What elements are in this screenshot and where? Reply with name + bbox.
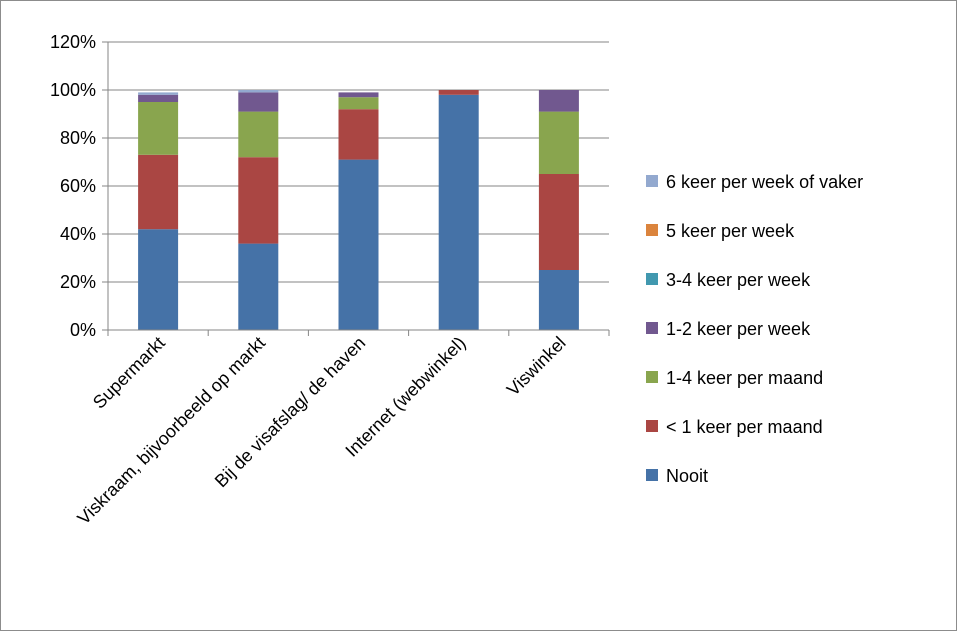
bar-segment bbox=[438, 94, 479, 330]
bar-segment bbox=[238, 111, 279, 158]
bars bbox=[138, 90, 579, 330]
legend-swatch bbox=[646, 420, 658, 432]
bar-segment bbox=[538, 90, 579, 112]
category-label: Supermarkt bbox=[89, 333, 169, 413]
legend-swatch bbox=[646, 322, 658, 334]
bar-segment bbox=[338, 92, 379, 98]
y-tick-label: 100% bbox=[50, 80, 96, 100]
y-tick-label: 80% bbox=[60, 128, 96, 148]
bar-segment bbox=[538, 270, 579, 330]
bar-segment bbox=[238, 90, 279, 93]
legend-swatch bbox=[646, 224, 658, 236]
y-tick-label: 40% bbox=[60, 224, 96, 244]
bar-segment bbox=[138, 94, 179, 102]
bar-segment bbox=[138, 102, 179, 155]
legend-label: 3-4 keer per week bbox=[666, 270, 811, 290]
bar-segment bbox=[338, 159, 379, 330]
legend-swatch bbox=[646, 371, 658, 383]
legend-label: 5 keer per week bbox=[666, 221, 795, 241]
bar-segment bbox=[538, 111, 579, 174]
bar-segment bbox=[238, 243, 279, 330]
legend: 6 keer per week of vaker 5 keer per week 3… bbox=[646, 172, 863, 486]
legend-label: < 1 keer per maand bbox=[666, 417, 823, 437]
axes bbox=[102, 41, 610, 336]
y-tick-label: 20% bbox=[60, 272, 96, 292]
legend-swatch bbox=[646, 469, 658, 481]
legend-label: Nooit bbox=[666, 466, 708, 486]
y-tick-label: 0% bbox=[70, 320, 96, 340]
bar-segment bbox=[138, 92, 179, 95]
y-tick-labels: 0% 20% 40% 60% 80% 100% 120% bbox=[50, 32, 96, 340]
category-label: Viswinkel bbox=[503, 333, 570, 400]
legend-swatch bbox=[646, 175, 658, 187]
bar-segment bbox=[338, 97, 379, 110]
bar-segment bbox=[438, 90, 479, 95]
legend-label: 6 keer per week of vaker bbox=[666, 172, 863, 192]
legend-label: 1-2 keer per week bbox=[666, 319, 811, 339]
y-tick-label: 60% bbox=[60, 176, 96, 196]
category-label: Viskraam, bijvoorbeeld op markt bbox=[73, 333, 269, 529]
legend-swatch bbox=[646, 273, 658, 285]
bar-segment bbox=[338, 109, 379, 160]
bar-segment bbox=[138, 154, 179, 230]
bar-segment bbox=[238, 92, 279, 112]
bar-segment bbox=[138, 229, 179, 330]
legend-label: 1-4 keer per maand bbox=[666, 368, 823, 388]
bar-segment bbox=[538, 174, 579, 270]
bar-segment bbox=[238, 157, 279, 244]
y-tick-label: 120% bbox=[50, 32, 96, 52]
